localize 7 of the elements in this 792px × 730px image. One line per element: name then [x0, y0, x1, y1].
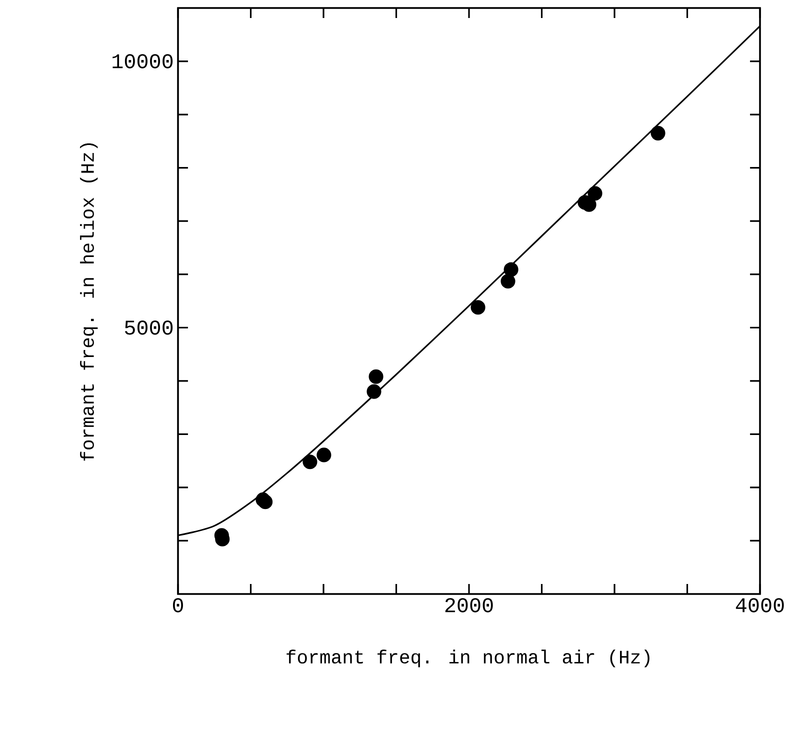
x-tick-label: 0 — [172, 598, 183, 612]
y-tick-label: 5000 — [124, 320, 173, 335]
y-axis-title: formant freq. in heliox (Hz) — [80, 143, 98, 461]
x-tick-label: 2000 — [445, 598, 493, 612]
x-tick-label: 4000 — [736, 598, 784, 612]
y-tick-label: 10000 — [112, 54, 173, 68]
x-axis-title: formant freq. in normal air (Hz) — [286, 650, 650, 668]
